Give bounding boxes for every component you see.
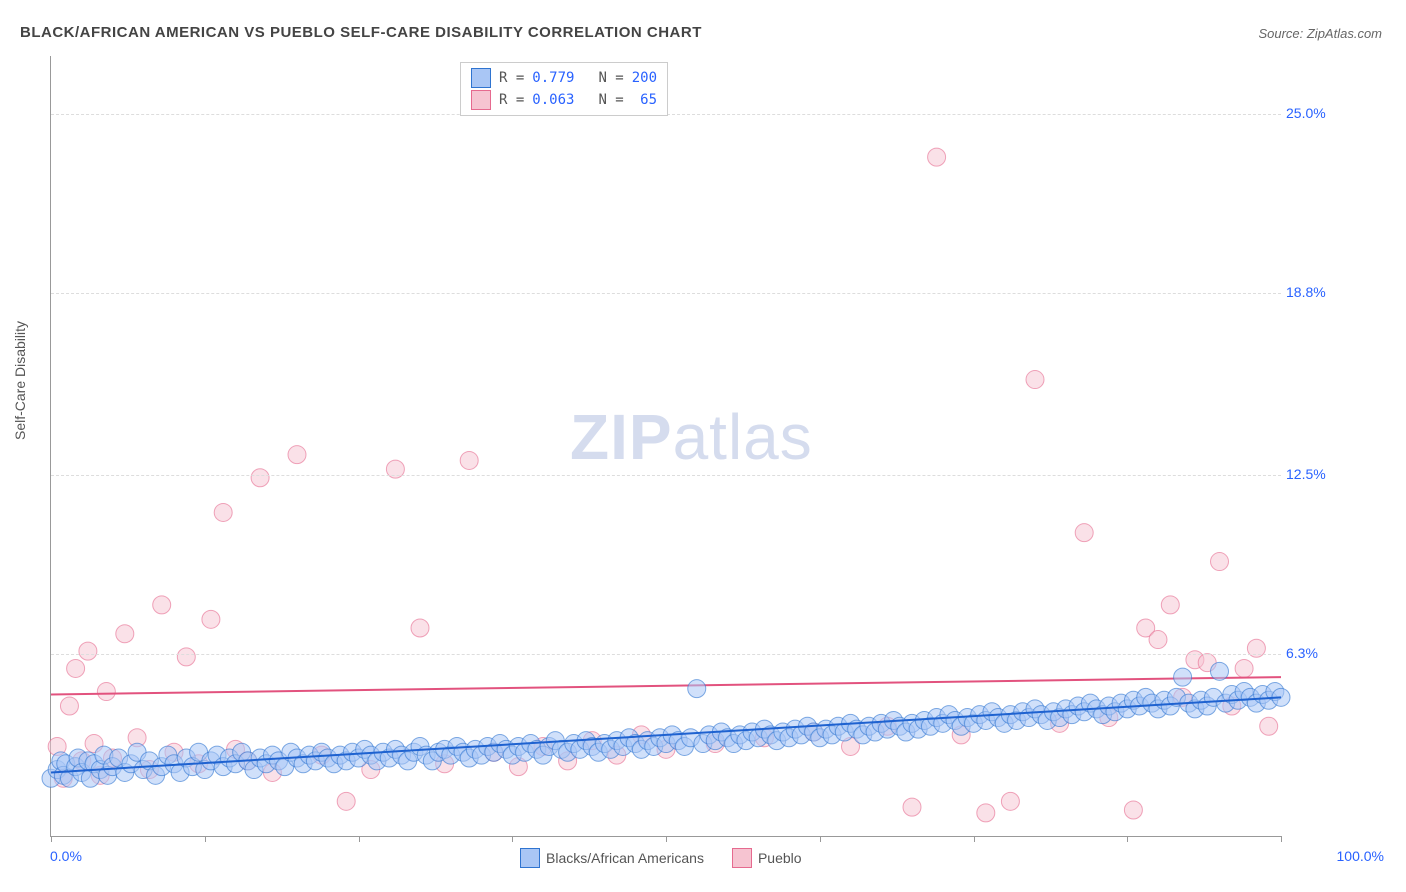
legend-row: R = 0.779 N = 200 [471, 67, 657, 89]
legend-swatch-blue [520, 848, 540, 868]
trend-line [51, 697, 1281, 772]
x-tick [512, 836, 513, 842]
scatter-point [116, 625, 134, 643]
scatter-point [79, 642, 97, 660]
legend-n-value: 65 [632, 89, 657, 111]
scatter-svg [51, 56, 1281, 836]
scatter-point [1124, 801, 1142, 819]
y-tick-label: 6.3% [1286, 645, 1318, 661]
x-tick [205, 836, 206, 842]
legend-swatch-pink [732, 848, 752, 868]
legend-label: Pueblo [758, 850, 802, 866]
x-tick [974, 836, 975, 842]
legend-swatch-blue [471, 68, 491, 88]
legend-row: R = 0.063 N = 65 [471, 89, 657, 111]
gridline [51, 654, 1281, 655]
y-tick-label: 12.5% [1286, 466, 1326, 482]
scatter-point [1149, 631, 1167, 649]
legend-n-label: N = [598, 67, 623, 89]
legend-series: Blacks/African Americans Pueblo [520, 848, 802, 868]
x-axis-max-label: 100.0% [1337, 848, 1384, 864]
scatter-point [1001, 792, 1019, 810]
source-label: Source: ZipAtlas.com [1258, 26, 1382, 41]
scatter-point [60, 697, 78, 715]
legend-label: Blacks/African Americans [546, 850, 704, 866]
scatter-point [1174, 668, 1192, 686]
scatter-point [928, 148, 946, 166]
legend-item: Pueblo [732, 848, 802, 868]
chart-title: BLACK/AFRICAN AMERICAN VS PUEBLO SELF-CA… [20, 24, 702, 41]
x-tick [359, 836, 360, 842]
x-tick [1127, 836, 1128, 842]
scatter-point [460, 451, 478, 469]
scatter-point [153, 596, 171, 614]
plot-area [50, 56, 1281, 837]
scatter-point [1211, 662, 1229, 680]
scatter-point [202, 610, 220, 628]
scatter-point [688, 680, 706, 698]
legend-correlation: R = 0.779 N = 200 R = 0.063 N = 65 [460, 62, 668, 116]
x-axis-min-label: 0.0% [50, 848, 82, 864]
scatter-point [411, 619, 429, 637]
scatter-point [1075, 524, 1093, 542]
legend-item: Blacks/African Americans [520, 848, 704, 868]
scatter-point [1026, 371, 1044, 389]
scatter-point [1260, 717, 1278, 735]
scatter-point [177, 648, 195, 666]
scatter-point [337, 792, 355, 810]
scatter-point [1161, 596, 1179, 614]
x-tick [666, 836, 667, 842]
gridline [51, 293, 1281, 294]
x-tick [51, 836, 52, 842]
legend-r-label: R = [499, 89, 524, 111]
scatter-point [288, 446, 306, 464]
scatter-point [97, 683, 115, 701]
legend-n-label: N = [598, 89, 623, 111]
scatter-point [1211, 553, 1229, 571]
scatter-point [67, 659, 85, 677]
scatter-point [903, 798, 921, 816]
x-tick [820, 836, 821, 842]
legend-r-label: R = [499, 67, 524, 89]
trend-line [51, 677, 1281, 694]
gridline [51, 475, 1281, 476]
y-tick-label: 18.8% [1286, 284, 1326, 300]
scatter-point [251, 469, 269, 487]
x-tick [1281, 836, 1282, 842]
legend-r-value: 0.063 [532, 89, 574, 111]
legend-r-value: 0.779 [532, 67, 574, 89]
scatter-point [214, 503, 232, 521]
scatter-point [977, 804, 995, 822]
legend-n-value: 200 [632, 67, 657, 89]
legend-swatch-pink [471, 90, 491, 110]
y-tick-label: 25.0% [1286, 105, 1326, 121]
y-axis-title: Self-Care Disability [12, 321, 28, 440]
scatter-point [1235, 659, 1253, 677]
